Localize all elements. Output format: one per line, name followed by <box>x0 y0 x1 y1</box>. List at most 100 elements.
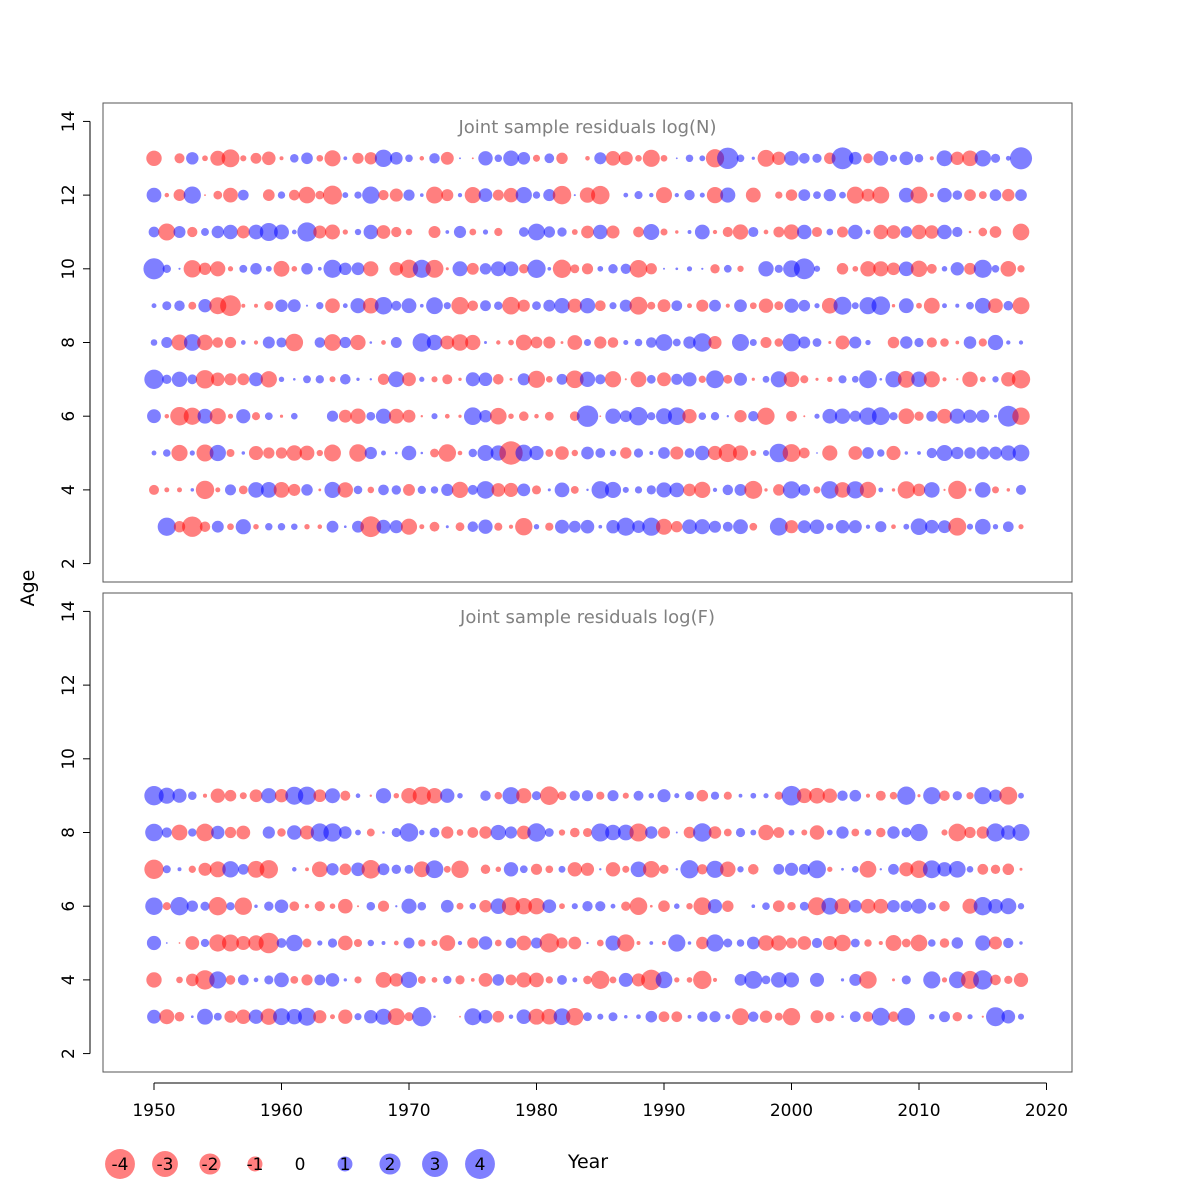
bubble <box>197 408 213 424</box>
bubble <box>771 935 787 951</box>
bubble <box>297 222 317 242</box>
bubble <box>171 334 188 351</box>
bubble <box>834 934 851 952</box>
bubble <box>763 229 769 235</box>
bubble <box>916 302 922 309</box>
bubble <box>722 226 733 238</box>
bubble <box>543 299 556 312</box>
bubble <box>178 942 181 944</box>
bubble <box>986 823 1005 842</box>
bubble <box>1005 155 1011 161</box>
bubble <box>325 224 340 240</box>
bubble <box>451 297 469 315</box>
bubble <box>186 973 199 987</box>
bubble <box>183 334 201 351</box>
bubble <box>873 261 889 277</box>
bubble <box>388 408 404 424</box>
bubble <box>547 266 552 271</box>
bubble <box>787 901 796 911</box>
bubble <box>605 824 621 841</box>
bubble <box>955 303 960 308</box>
bubble <box>822 935 837 951</box>
bubble <box>580 519 595 534</box>
bubble <box>532 301 541 311</box>
bubble <box>304 903 310 909</box>
bubble <box>557 227 567 237</box>
bubble <box>288 483 301 496</box>
bubble <box>1003 300 1014 311</box>
bubble <box>419 829 425 836</box>
bubble <box>547 488 551 492</box>
bubble <box>325 298 340 314</box>
bubble <box>227 523 234 531</box>
bubble <box>518 227 529 237</box>
bubble <box>744 480 763 499</box>
bubble <box>288 189 300 201</box>
bubble <box>147 409 161 424</box>
bubble <box>529 445 544 461</box>
bubble-layer <box>144 785 1030 1027</box>
bubble <box>655 187 673 204</box>
bubble <box>519 264 529 274</box>
bubble <box>289 901 300 912</box>
bubble <box>342 303 348 309</box>
bubble <box>887 262 900 276</box>
bubble <box>925 225 939 239</box>
bubble <box>186 900 198 912</box>
bubble <box>941 266 948 272</box>
bubble <box>570 485 579 494</box>
bubble <box>329 903 336 909</box>
bubble <box>734 299 747 313</box>
bubble <box>939 900 950 912</box>
bubble <box>467 300 479 311</box>
bubble <box>1006 340 1011 345</box>
bubble <box>223 187 238 203</box>
bubble <box>1019 867 1023 871</box>
bubble <box>502 296 520 315</box>
bubble <box>732 445 749 461</box>
bubble <box>201 228 209 236</box>
bubble <box>910 186 928 204</box>
bubble <box>595 374 606 385</box>
bubble <box>444 413 450 419</box>
bubble <box>865 793 871 798</box>
bubble <box>674 903 680 909</box>
bubble <box>494 154 503 163</box>
bubble <box>956 378 959 381</box>
bubble <box>763 793 769 799</box>
bubble <box>544 411 554 421</box>
y-tick-label: 12 <box>59 184 79 206</box>
bubble <box>987 334 1004 351</box>
bubble <box>429 827 440 838</box>
bubble <box>897 1007 916 1026</box>
bubble <box>897 786 916 805</box>
bubble <box>174 153 185 164</box>
bubble <box>989 189 1002 201</box>
bubble <box>798 152 810 164</box>
bubble <box>923 787 941 805</box>
bubble <box>642 149 660 167</box>
bubble <box>554 482 570 498</box>
bubble <box>872 186 890 204</box>
bubble <box>871 407 890 426</box>
bubble <box>736 154 745 163</box>
bubble <box>499 441 523 465</box>
bubble <box>174 300 185 311</box>
bubble <box>534 413 539 419</box>
bubble <box>810 1010 824 1024</box>
bubble <box>813 191 821 200</box>
bubble <box>556 373 568 385</box>
bubble <box>773 863 785 875</box>
bubble <box>516 788 532 804</box>
bubble <box>543 226 556 238</box>
bubble <box>630 861 647 878</box>
bubble <box>911 224 927 240</box>
bubble <box>723 374 733 384</box>
bubble <box>173 225 186 239</box>
bubble <box>645 263 657 275</box>
bubble <box>978 338 987 347</box>
bubble <box>657 826 671 839</box>
bubble <box>989 446 1002 460</box>
bubble <box>343 156 348 161</box>
